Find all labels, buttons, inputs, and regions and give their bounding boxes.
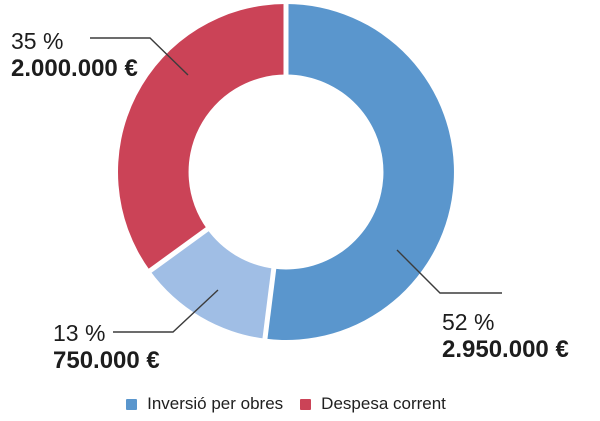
callout-value: 2.950.000 € — [442, 336, 569, 363]
legend-label: Despesa corrent — [321, 394, 446, 413]
callout-value: 750.000 € — [53, 347, 160, 374]
callout-percent: 52 % — [442, 309, 495, 335]
leader-line-inversio-obres — [396, 249, 502, 294]
legend-label: Inversió per obres — [147, 394, 284, 413]
segment-separator — [146, 225, 212, 275]
donut-segment-inversio-per-obres-light — [150, 229, 274, 339]
segment-separator — [262, 265, 277, 342]
legend: Inversió per obres Despesa corrent — [0, 394, 572, 414]
donut-segment-despesa-corrent — [118, 4, 286, 271]
callout-percent: 35 % — [11, 28, 64, 54]
callout-segment-13: 13 % 750.000 € — [53, 320, 160, 374]
callout-despesa-corrent: 35 % 2.000.000 € — [11, 28, 138, 82]
leader-line-segment-13 — [113, 289, 219, 333]
leader-line-despesa-corrent — [90, 37, 189, 76]
callout-inversio-obres: 52 % 2.950.000 € — [442, 309, 569, 363]
callout-value: 2.000.000 € — [11, 55, 138, 82]
legend-swatch-red — [300, 398, 312, 410]
donut-segment-inversio-per-obres — [264, 4, 454, 340]
callout-percent: 13 % — [53, 320, 106, 346]
legend-item-despesa-corrent: Despesa corrent — [300, 394, 446, 414]
donut-segments — [118, 4, 454, 340]
legend-swatch-blue — [126, 398, 138, 410]
segment-separators — [146, 1, 289, 342]
legend-item-inversio-per-obres: Inversió per obres — [126, 394, 283, 414]
